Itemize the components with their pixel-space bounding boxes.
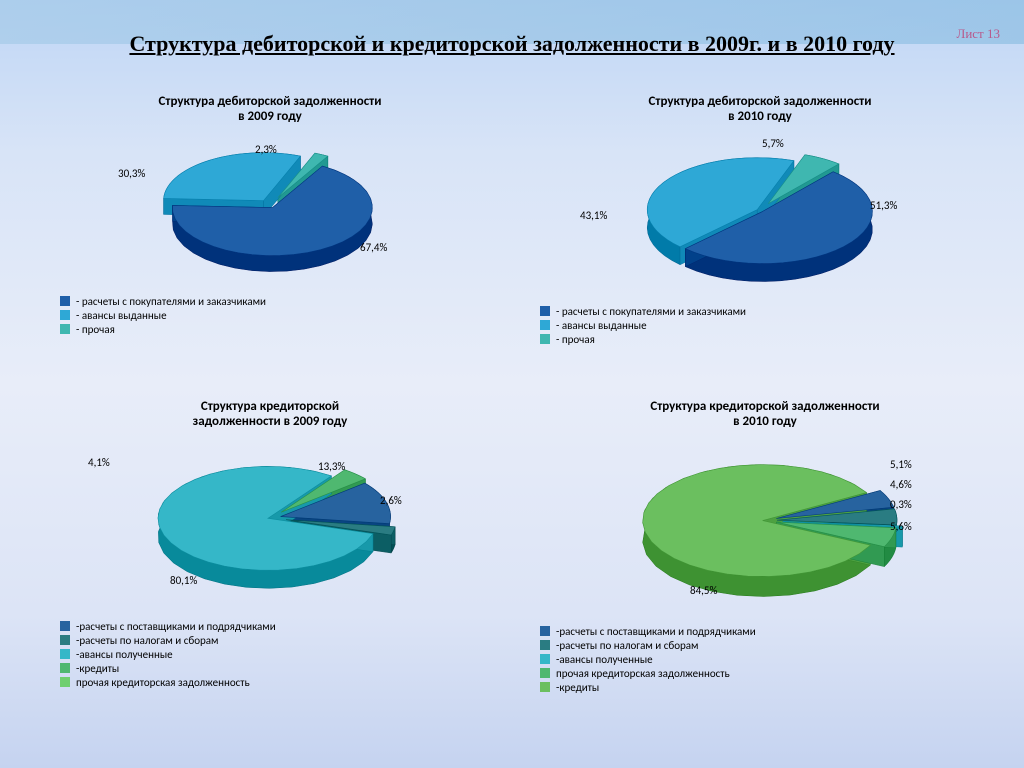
- legend-item: - прочая: [540, 333, 980, 346]
- legend-swatch: [60, 310, 70, 320]
- legend-item: - расчеты с покупателями и заказчиками: [60, 295, 480, 308]
- legend-swatch: [60, 635, 70, 645]
- pie-data-label: 13,3%: [318, 460, 345, 473]
- legend: -расчеты с поставщиками и подрядчиками-р…: [60, 620, 480, 689]
- legend: - расчеты с покупателями и заказчиками- …: [540, 305, 980, 346]
- legend-label: -авансы полученные: [76, 648, 173, 661]
- legend-swatch: [60, 621, 70, 631]
- pie-wrap: 67,4% 30,3% 2,3%: [60, 129, 480, 294]
- chart-debit-2010: Структура дебиторской задолженности в 20…: [540, 95, 980, 347]
- pie-data-label: 84,5%: [690, 584, 717, 597]
- legend-label: -расчеты с поставщиками и подрядчиками: [76, 620, 276, 633]
- legend-swatch: [540, 668, 550, 678]
- legend-label: - расчеты с покупателями и заказчиками: [76, 295, 266, 308]
- legend-swatch: [60, 663, 70, 673]
- legend-swatch: [60, 649, 70, 659]
- legend-swatch: [540, 334, 550, 344]
- chart-credit-2009: Структура кредиторской задолженности в 2…: [60, 400, 480, 690]
- pie-chart-svg: [60, 434, 480, 614]
- legend-swatch: [540, 640, 550, 650]
- chart-title: Структура кредиторской задолженности в 2…: [540, 400, 990, 430]
- pie-wrap: 13,3% 2,6% 80,1% 4,1%: [60, 434, 480, 614]
- legend: -расчеты с поставщиками и подрядчиками-р…: [540, 625, 990, 694]
- legend-item: -авансы полученные: [60, 648, 480, 661]
- legend-label: - прочая: [76, 323, 115, 336]
- pie-data-label: 43,1%: [580, 209, 607, 222]
- legend-item: -расчеты с поставщиками и подрядчиками: [60, 620, 480, 633]
- pie-data-label: 4,1%: [88, 456, 110, 469]
- legend-label: прочая кредиторская задолженность: [556, 667, 730, 680]
- legend-label: прочая кредиторская задолженность: [76, 676, 250, 689]
- pie-wrap: 51,3% 43,1% 5,7%: [540, 129, 980, 304]
- chart-debit-2009: Структура дебиторской задолженности в 20…: [60, 95, 480, 337]
- legend-swatch: [60, 296, 70, 306]
- chart-title: Структура дебиторской задолженности в 20…: [540, 95, 980, 125]
- pie-data-label: 2,6%: [380, 494, 402, 507]
- legend-item: - авансы выданные: [540, 319, 980, 332]
- legend-swatch: [60, 324, 70, 334]
- main-title: Структура дебиторской и кредиторской зад…: [0, 30, 1024, 58]
- pie-chart-svg: [540, 434, 990, 619]
- pie-data-label: 80,1%: [170, 574, 197, 587]
- legend-swatch: [540, 682, 550, 692]
- chart-title: Структура дебиторской задолженности в 20…: [60, 95, 480, 125]
- legend-label: - расчеты с покупателями и заказчиками: [556, 305, 746, 318]
- legend-item: прочая кредиторская задолженность: [60, 676, 480, 689]
- legend-label: - авансы выданные: [556, 319, 647, 332]
- pie-data-label: 2,3%: [255, 143, 277, 156]
- legend-swatch: [60, 677, 70, 687]
- legend-item: -авансы полученные: [540, 653, 990, 666]
- legend-item: -расчеты по налогам и сборам: [60, 634, 480, 647]
- legend-label: -расчеты по налогам и сборам: [556, 639, 699, 652]
- legend-label: -расчеты с поставщиками и подрядчиками: [556, 625, 756, 638]
- legend-item: -расчеты по налогам и сборам: [540, 639, 990, 652]
- legend-label: -авансы полученные: [556, 653, 653, 666]
- pie-data-label: 4,6%: [890, 478, 912, 491]
- legend-label: -расчеты по налогам и сборам: [76, 634, 219, 647]
- legend-item: - авансы выданные: [60, 309, 480, 322]
- legend-label: -кредиты: [76, 662, 119, 675]
- pie-wrap: 5,1% 4,6% 0,3% 5,6% 84,5%: [540, 434, 990, 619]
- pie-data-label: 51,3%: [870, 199, 897, 212]
- legend-item: -кредиты: [540, 681, 990, 694]
- legend-item: - расчеты с покупателями и заказчиками: [540, 305, 980, 318]
- pie-data-label: 5,1%: [890, 458, 912, 471]
- pie-data-label: 67,4%: [360, 241, 387, 254]
- legend-item: - прочая: [60, 323, 480, 336]
- legend-item: -кредиты: [60, 662, 480, 675]
- pie-data-label: 5,6%: [890, 520, 912, 533]
- legend-swatch: [540, 654, 550, 664]
- legend-label: - авансы выданные: [76, 309, 167, 322]
- chart-title: Структура кредиторской задолженности в 2…: [60, 400, 480, 430]
- legend-item: прочая кредиторская задолженность: [540, 667, 990, 680]
- legend-item: -расчеты с поставщиками и подрядчиками: [540, 625, 990, 638]
- legend: - расчеты с покупателями и заказчиками- …: [60, 295, 480, 336]
- legend-swatch: [540, 320, 550, 330]
- legend-swatch: [540, 306, 550, 316]
- legend-label: -кредиты: [556, 681, 599, 694]
- legend-label: - прочая: [556, 333, 595, 346]
- pie-data-label: 30,3%: [118, 167, 145, 180]
- pie-data-label: 5,7%: [762, 137, 784, 150]
- chart-credit-2010: Структура кредиторской задолженности в 2…: [540, 400, 990, 695]
- legend-swatch: [540, 626, 550, 636]
- pie-data-label: 0,3%: [890, 498, 912, 511]
